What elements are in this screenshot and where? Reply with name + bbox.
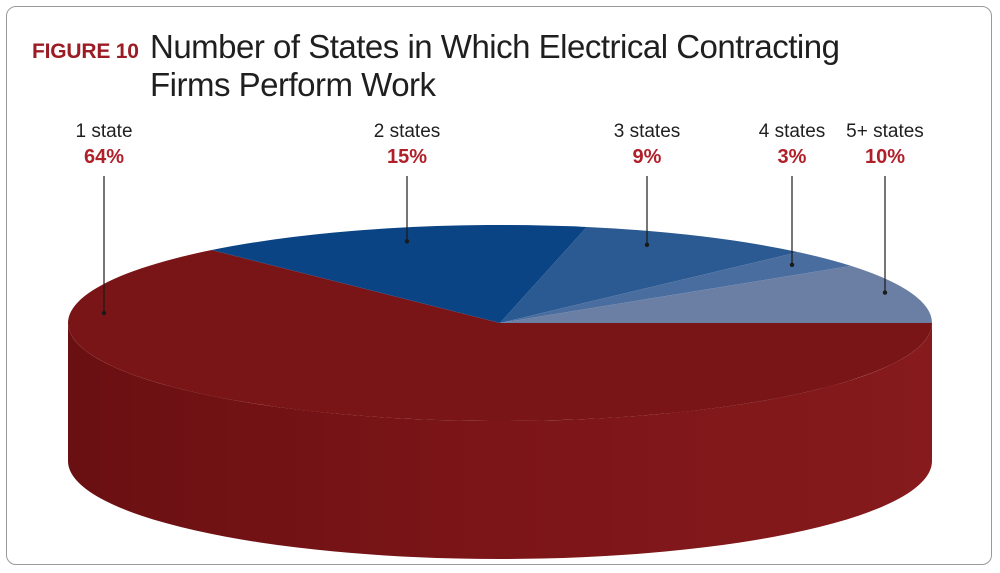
leader-dot-3 bbox=[644, 242, 650, 248]
value-label-5: 10% bbox=[865, 146, 905, 168]
value-label-2: 15% bbox=[387, 146, 427, 168]
category-label-2: 2 states bbox=[374, 121, 441, 142]
category-label-3: 3 states bbox=[614, 121, 681, 142]
category-label-4: 4 states bbox=[759, 121, 826, 142]
pie-slice-3 bbox=[500, 226, 799, 323]
pie-slice-4 bbox=[500, 252, 852, 323]
leader-dot-5 bbox=[882, 290, 888, 295]
leader-dot-4 bbox=[789, 262, 795, 267]
leader-dot-1 bbox=[101, 310, 107, 316]
leader-dot-2 bbox=[404, 239, 410, 244]
value-label-1: 64% bbox=[84, 146, 124, 168]
pie-slice-2 bbox=[211, 225, 587, 323]
category-label-1: 1 state bbox=[75, 121, 132, 142]
pie-side bbox=[68, 323, 932, 559]
pie-slice-5 bbox=[500, 265, 932, 323]
pie-labels: 1 state 64% 2 states 15% 3 states 9% 4 states 3… bbox=[75, 121, 924, 316]
pie-slices bbox=[68, 225, 932, 421]
figure-label: FIGURE 10 bbox=[32, 40, 139, 63]
category-label-5: 5+ states bbox=[846, 121, 924, 142]
chart-title: Number of States in Which Electrical Con… bbox=[150, 28, 840, 103]
pie-side-wall bbox=[68, 323, 932, 559]
value-label-3: 9% bbox=[633, 146, 662, 168]
pie-slice-1 bbox=[68, 250, 932, 421]
value-label-4: 3% bbox=[778, 146, 807, 168]
